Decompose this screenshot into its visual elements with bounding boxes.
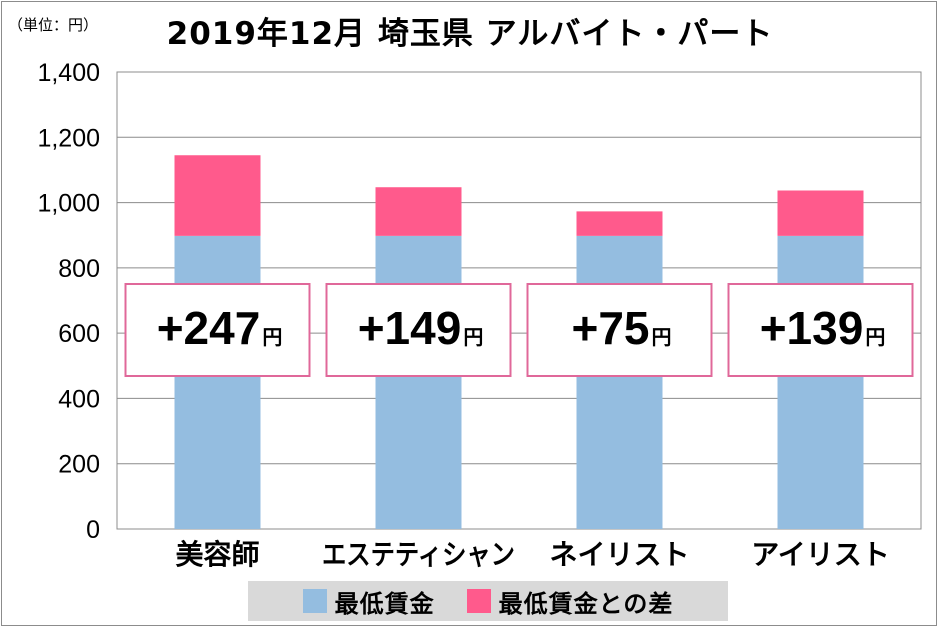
y-tick-label: 0: [86, 516, 100, 544]
chart-title: 2019年12月 埼玉県 アルバイト・パート: [166, 16, 774, 52]
legend-label-base: 最低賃金: [334, 589, 435, 618]
y-tick-label: 800: [58, 255, 100, 283]
bar-diff: [375, 187, 462, 236]
annotation-box: [325, 283, 512, 377]
bar-diff: [777, 190, 864, 236]
annotation-box: [124, 283, 311, 377]
legend: 最低賃金 最低賃金との差: [248, 581, 728, 621]
y-tick-label: 400: [58, 385, 100, 413]
y-tick-label: 1,000: [37, 190, 100, 218]
legend-swatch-base: [302, 589, 327, 613]
annotation-box: [727, 283, 914, 377]
y-tick-label: 1,200: [37, 124, 100, 152]
bar-diff: [174, 155, 261, 236]
annotation-label: +149 円: [358, 302, 484, 354]
legend-item-base: 最低賃金: [302, 584, 435, 619]
annotation-label: +75 円: [571, 302, 671, 354]
annotation-label: +139 円: [760, 302, 886, 354]
bar-diff: [576, 211, 663, 236]
unit-label: （単位：円）: [8, 16, 99, 34]
x-category-label: ネイリスト: [549, 538, 689, 571]
legend-label-diff: 最低賃金との差: [498, 589, 674, 618]
y-tick-label: 600: [58, 320, 100, 348]
bar-base: [576, 235, 663, 530]
bar-base: [777, 235, 864, 530]
annotation-label: +247 円: [157, 302, 283, 354]
x-category-label: 美容師: [175, 538, 259, 571]
bar-base: [174, 235, 261, 530]
bar-base: [375, 235, 462, 530]
legend-item-diff: 最低賃金との差: [466, 584, 674, 619]
x-category-label: アイリスト: [751, 538, 890, 571]
y-tick-label: 1,400: [37, 59, 100, 87]
plot-area: [116, 71, 922, 530]
annotation-box: [526, 283, 713, 377]
y-tick-label: 200: [58, 451, 100, 479]
legend-swatch-diff: [466, 589, 491, 613]
x-category-label: エステティシャン: [322, 538, 515, 571]
